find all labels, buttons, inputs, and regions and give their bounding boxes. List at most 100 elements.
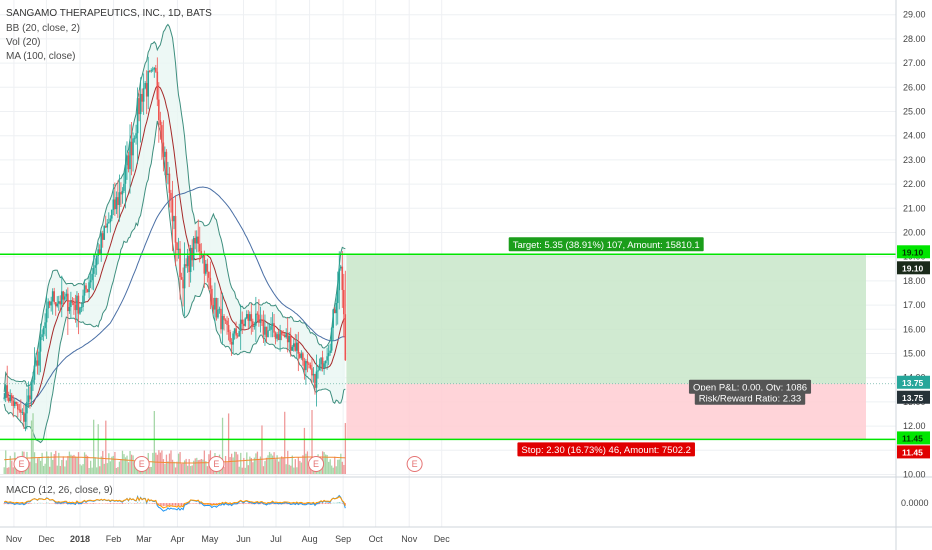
candle-body [283,335,286,338]
volume-bar [96,467,98,474]
volume-bar [226,462,228,474]
volume-bar [235,451,237,474]
macd-hist-bar [108,503,110,504]
volume-bar [191,465,193,474]
target-label: Target: 5.35 (38.91%) 107, Amount: 15810… [513,240,700,251]
volume-bar [80,465,83,474]
candle-body [164,151,166,157]
candle-body [336,290,339,304]
volume-bar [244,467,246,474]
macd-hist-bar [120,503,122,504]
candle-body [271,323,274,327]
volume-bar [274,459,277,474]
candle-body [133,138,136,140]
candle-body [86,289,89,293]
candle-body [300,353,303,358]
volume-bar [300,462,303,474]
volume-bar [196,457,198,474]
volume-bar [83,452,86,474]
target-label-bg [508,237,704,252]
time-tick-label: Jun [236,534,251,544]
macd-hist-bar [37,503,39,504]
volume-bar [47,456,49,474]
candle-body [267,330,269,338]
candle-body [83,285,86,296]
candle-body [262,319,265,335]
candle-body [253,325,256,327]
candle-body [100,233,103,254]
macd-hist-bar [255,503,257,505]
macd-hist-bar [58,503,60,505]
time-axis[interactable]: Nov Dec 2018 Feb Mar Apr May Jun Jul Aug Sep Oct Nov… [6,534,450,544]
volume-bar [6,467,8,474]
candle-body [138,98,140,115]
volume-bar [309,467,312,474]
candle-body [183,264,186,289]
macd-hist-bar [87,503,89,504]
candle-body [292,343,295,347]
volume-bar [256,451,259,474]
volume-bar [305,453,307,474]
volume-bar [50,452,52,474]
bb-lower [3,120,346,444]
volume-bar [199,459,201,474]
candle-body [233,328,236,334]
volume-bar [340,453,342,474]
candle-body [106,223,109,228]
macd-hist-bar [138,503,140,504]
price-tag-label: 11.45 [902,447,923,457]
earnings-marker [308,456,325,472]
macd-hist-bar [162,503,164,507]
macd-hist-bar [143,502,145,504]
indicator-bb[interactable]: BB (20, close, 2) [6,23,80,34]
position-tool[interactable]: Target: 5.35 (38.91%) 107, Amount: 15810… [0,237,896,457]
candle-body [177,248,180,250]
price-tag-stop_red [897,445,930,459]
macd-hist-bar [161,503,163,506]
candle-body [320,357,322,365]
volume-bar [91,467,93,474]
volume-bar [159,452,162,474]
macd-axis-label: 0.0000 [901,498,929,508]
volume-bar [246,452,248,474]
candle-body [141,93,143,102]
volume-bar [65,460,68,474]
candle-body [203,255,206,274]
price-tick-label: 25.00 [903,107,926,117]
macd-hist-bar [47,502,49,504]
volume-bar [167,461,169,474]
indicator-ma[interactable]: MA (100, close) [6,51,76,62]
candle-body [104,226,107,228]
candle-body [33,365,36,380]
volume-bar [252,462,254,474]
volume-bar [150,466,152,474]
candle-body [92,267,95,274]
price-axis[interactable]: 29.00 28.00 27.00 26.00 25.00 24.00 23.00 22.00… [895,0,929,550]
candle-body [239,319,242,332]
candle-body [180,277,183,280]
volume-bar [284,411,286,474]
candle-body [109,218,112,223]
earnings-label: E [213,459,219,469]
candle-body [59,301,62,305]
volume-bar [232,457,234,474]
candle-body [308,363,310,365]
volume-bar [308,464,310,474]
macd-hist-bar [127,503,129,504]
indicator-macd[interactable]: MACD (12, 26, close, 9) [6,485,113,496]
volume-bar [190,466,192,474]
price-tick-label: 15.00 [903,349,926,359]
macd-hist-bar [174,503,176,506]
price-tick-label: 26.00 [903,82,926,92]
candle-body [13,401,16,407]
volume-bar [99,466,101,474]
volume-bar [206,466,209,474]
time-tick-label: Dec [38,534,55,544]
candle-body [312,373,315,376]
indicator-vol[interactable]: Vol (20) [6,37,41,48]
candle-body [335,303,338,314]
macd-hist-bar [115,503,117,504]
macd-hist-bar [297,503,299,505]
volume-bar [38,457,40,474]
